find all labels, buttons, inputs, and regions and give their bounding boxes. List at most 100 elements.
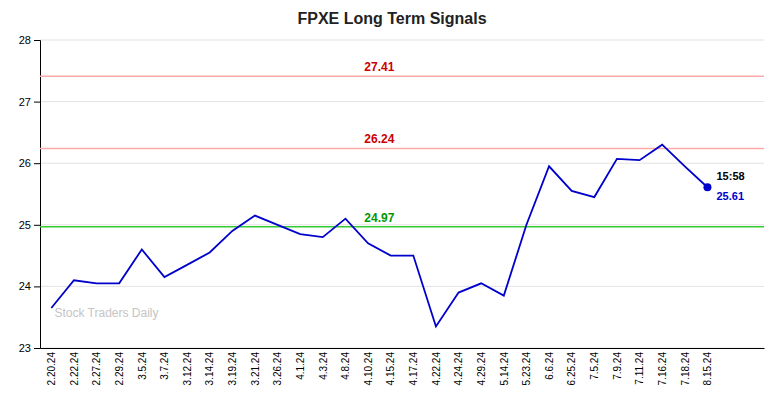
x-tick-label: 3.14.24 bbox=[204, 352, 215, 386]
title: FPXE Long Term Signals bbox=[297, 10, 486, 27]
x-tick-label: 3.5.24 bbox=[137, 352, 148, 380]
y-tick: 25 bbox=[19, 219, 40, 231]
x-axis: 2.20.24 2.22.24 2.27.24 2.29.24 3.5.24 3.7.24… bbox=[41, 349, 765, 386]
x-tick-label: 3.21.24 bbox=[250, 352, 261, 386]
x-tick-label: 4.8.24 bbox=[340, 352, 351, 380]
end-annotation: 15:58 bbox=[716, 170, 744, 182]
end-point bbox=[703, 183, 711, 191]
x-tick-label: 3.26.24 bbox=[272, 352, 283, 386]
x-tick-label: 7.9.24 bbox=[612, 352, 623, 380]
grid-line bbox=[40, 348, 764, 349]
x-tick-label: 4.17.24 bbox=[408, 352, 419, 386]
x-tick-label: 5.23.24 bbox=[521, 352, 532, 386]
x-tick-label: 4.29.24 bbox=[476, 352, 487, 386]
y-axis: 23 24 25 26 27 28 bbox=[19, 34, 41, 354]
y-tick-mark bbox=[34, 102, 40, 103]
y-tick: 24 bbox=[19, 280, 40, 292]
x-tick: 5.14.24 bbox=[499, 352, 510, 386]
x-tick: 4.8.24 bbox=[340, 352, 351, 380]
grid-line bbox=[40, 40, 764, 41]
x-tick-label: 7.11.24 bbox=[634, 352, 645, 385]
x-tick: 6.25.24 bbox=[566, 352, 577, 386]
signal-labels: 27.4126.2424.97 bbox=[364, 60, 394, 224]
y-tick-label: 28 bbox=[19, 34, 31, 46]
signal-line bbox=[40, 76, 764, 78]
x-tick-label: 6.25.24 bbox=[566, 352, 577, 386]
end-annotation: 25.61 bbox=[716, 190, 744, 202]
y-tick-mark bbox=[34, 225, 40, 226]
x-tick: 3.26.24 bbox=[272, 352, 283, 386]
signal-label: 24.97 bbox=[364, 211, 394, 225]
x-tick-label: 5.14.24 bbox=[499, 352, 510, 386]
x-tick: 4.17.24 bbox=[408, 352, 419, 386]
x-tick-label: 4.22.24 bbox=[431, 352, 442, 386]
x-tick: 7.11.24 bbox=[634, 352, 645, 385]
y-tick-label: 23 bbox=[19, 342, 31, 354]
marks bbox=[40, 76, 764, 326]
x-tick: 8.15.24 bbox=[702, 352, 713, 386]
x-axis-line bbox=[41, 348, 765, 349]
watermark: Stock Traders Daily bbox=[54, 306, 158, 320]
x-tick: 6.6.24 bbox=[544, 352, 555, 380]
x-tick-label: 7.16.24 bbox=[657, 352, 668, 386]
x-tick: 4.1.24 bbox=[295, 352, 306, 380]
x-tick: 3.7.24 bbox=[159, 352, 170, 380]
grid-line bbox=[40, 101, 764, 102]
x-tick-label: 2.22.24 bbox=[69, 352, 80, 386]
x-tick: 4.24.24 bbox=[453, 352, 464, 386]
price-line bbox=[51, 145, 707, 327]
x-tick-label: 4.24.24 bbox=[453, 352, 464, 386]
x-tick-label: 4.15.24 bbox=[385, 352, 396, 386]
x-tick: 4.10.24 bbox=[363, 352, 374, 386]
x-tick: 3.19.24 bbox=[227, 352, 238, 386]
x-tick-label: 3.19.24 bbox=[227, 352, 238, 386]
x-tick: 7.5.24 bbox=[589, 352, 600, 380]
y-tick-label: 25 bbox=[19, 219, 31, 231]
x-tick: 4.15.24 bbox=[385, 352, 396, 386]
x-tick: 2.22.24 bbox=[69, 352, 80, 386]
y-tick-label: 27 bbox=[19, 96, 31, 108]
x-tick: 5.23.24 bbox=[521, 352, 532, 386]
x-tick: 7.18.24 bbox=[680, 352, 691, 386]
x-tick-label: 4.10.24 bbox=[363, 352, 374, 386]
y-tick-mark bbox=[34, 348, 40, 349]
x-tick-label: 7.5.24 bbox=[589, 352, 600, 380]
y-tick-label: 24 bbox=[19, 280, 31, 292]
x-tick-label: 3.12.24 bbox=[182, 352, 193, 386]
x-tick: 3.21.24 bbox=[250, 352, 261, 386]
x-tick-label: 4.1.24 bbox=[295, 352, 306, 380]
x-tick-label: 2.27.24 bbox=[91, 352, 102, 386]
y-tick-label: 26 bbox=[19, 157, 31, 169]
y-tick: 23 bbox=[19, 342, 40, 354]
x-tick-label: 6.6.24 bbox=[544, 352, 555, 380]
x-tick: 4.3.24 bbox=[318, 352, 329, 380]
y-tick-mark bbox=[34, 163, 40, 164]
x-tick: 4.29.24 bbox=[476, 352, 487, 386]
signal-label: 27.41 bbox=[364, 60, 394, 74]
x-tick-label: 3.7.24 bbox=[159, 352, 170, 380]
x-tick: 7.9.24 bbox=[612, 352, 623, 380]
chart: FPXE Long Term Signals 23 24 25 26 27 28 2.20.2… bbox=[0, 0, 784, 398]
x-tick-label: 2.29.24 bbox=[114, 352, 125, 386]
y-tick: 28 bbox=[19, 34, 40, 46]
end-annotations: 15:58 25.61 bbox=[716, 170, 744, 202]
x-tick-label: 7.18.24 bbox=[680, 352, 691, 386]
x-tick-label: 2.20.24 bbox=[46, 352, 57, 386]
grid-line bbox=[40, 224, 764, 225]
x-tick: 3.14.24 bbox=[204, 352, 215, 386]
plot: 23 24 25 26 27 28 2.20.24 2.22.24 2.27.24 2.29.24… bbox=[19, 34, 765, 385]
x-tick: 3.5.24 bbox=[137, 352, 148, 380]
y-tick: 27 bbox=[19, 96, 40, 108]
y-tick-mark bbox=[34, 286, 40, 287]
x-tick: 2.27.24 bbox=[91, 352, 102, 386]
grid-line bbox=[40, 163, 764, 164]
signal-line bbox=[40, 226, 764, 228]
grid-line bbox=[40, 286, 764, 287]
y-axis-line bbox=[34, 41, 41, 349]
y-tick-mark bbox=[34, 40, 40, 41]
x-tick-label: 8.15.24 bbox=[702, 352, 713, 386]
y-tick: 26 bbox=[19, 157, 40, 169]
x-tick: 7.16.24 bbox=[657, 352, 668, 386]
grid bbox=[40, 40, 764, 348]
x-tick-label: 4.3.24 bbox=[318, 352, 329, 380]
